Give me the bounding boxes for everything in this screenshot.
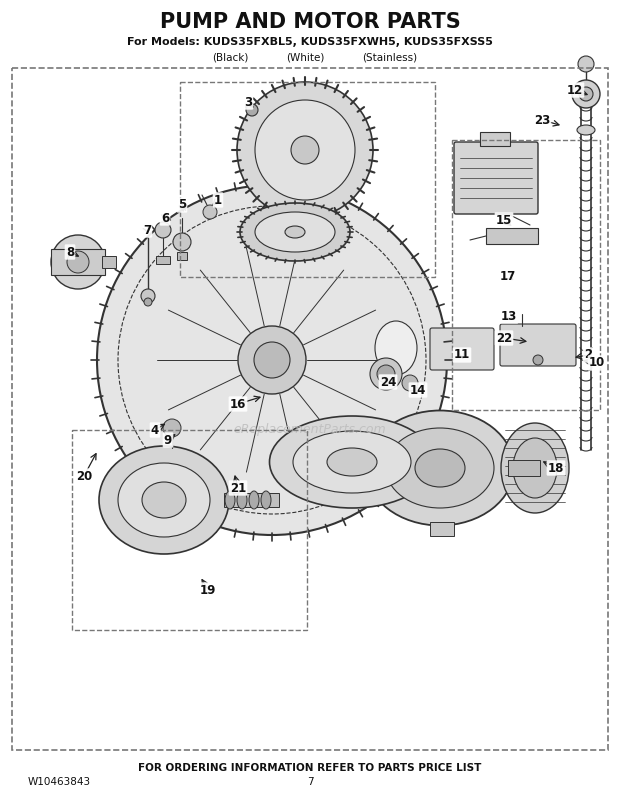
Bar bbox=[224, 493, 279, 507]
Circle shape bbox=[370, 358, 402, 390]
Ellipse shape bbox=[513, 438, 557, 498]
Ellipse shape bbox=[577, 125, 595, 135]
Text: 6: 6 bbox=[161, 212, 169, 225]
Bar bbox=[486, 228, 538, 244]
Circle shape bbox=[173, 233, 191, 251]
Bar bbox=[156, 256, 170, 264]
Ellipse shape bbox=[237, 491, 247, 509]
Ellipse shape bbox=[99, 446, 229, 554]
Bar bbox=[177, 252, 187, 260]
Text: 4: 4 bbox=[151, 423, 159, 436]
Ellipse shape bbox=[537, 335, 559, 345]
FancyBboxPatch shape bbox=[430, 328, 494, 370]
Text: 1: 1 bbox=[214, 193, 222, 206]
Circle shape bbox=[377, 365, 395, 383]
Circle shape bbox=[578, 56, 594, 72]
Circle shape bbox=[144, 298, 152, 306]
Circle shape bbox=[163, 419, 181, 437]
Circle shape bbox=[51, 235, 105, 289]
Circle shape bbox=[141, 289, 155, 303]
Text: 18: 18 bbox=[548, 461, 564, 475]
Text: 20: 20 bbox=[76, 469, 92, 483]
Bar bbox=[480, 132, 510, 146]
Ellipse shape bbox=[501, 423, 569, 513]
Text: 15: 15 bbox=[496, 213, 512, 226]
Circle shape bbox=[237, 82, 373, 218]
Ellipse shape bbox=[327, 448, 377, 476]
Ellipse shape bbox=[285, 226, 305, 238]
Text: 17: 17 bbox=[500, 269, 516, 282]
Bar bbox=[508, 460, 540, 476]
FancyBboxPatch shape bbox=[500, 324, 576, 366]
Circle shape bbox=[291, 136, 319, 164]
FancyBboxPatch shape bbox=[454, 142, 538, 214]
Bar bbox=[102, 256, 116, 268]
Text: 24: 24 bbox=[380, 375, 396, 388]
Ellipse shape bbox=[386, 428, 494, 508]
Text: (Black): (Black) bbox=[212, 52, 248, 62]
Text: 13: 13 bbox=[501, 310, 517, 322]
Circle shape bbox=[238, 326, 306, 394]
Text: 11: 11 bbox=[454, 349, 470, 362]
Ellipse shape bbox=[142, 482, 186, 518]
Text: eReplacementParts.com: eReplacementParts.com bbox=[234, 423, 386, 436]
Ellipse shape bbox=[261, 491, 271, 509]
Ellipse shape bbox=[270, 416, 435, 508]
Text: 22: 22 bbox=[496, 331, 512, 345]
Text: 10: 10 bbox=[589, 357, 605, 370]
Bar bbox=[51, 249, 105, 275]
Ellipse shape bbox=[366, 411, 514, 525]
Text: FOR ORDERING INFORMATION REFER TO PARTS PRICE LIST: FOR ORDERING INFORMATION REFER TO PARTS … bbox=[138, 763, 482, 773]
Ellipse shape bbox=[415, 449, 465, 487]
Text: 7: 7 bbox=[143, 224, 151, 237]
Ellipse shape bbox=[225, 491, 235, 509]
Text: 5: 5 bbox=[178, 199, 186, 212]
Text: 8: 8 bbox=[66, 245, 74, 258]
Text: 7: 7 bbox=[307, 777, 313, 787]
Circle shape bbox=[246, 104, 258, 116]
Circle shape bbox=[579, 87, 593, 101]
Ellipse shape bbox=[249, 491, 259, 509]
Circle shape bbox=[572, 80, 600, 108]
Ellipse shape bbox=[240, 203, 350, 261]
Circle shape bbox=[155, 222, 171, 238]
Ellipse shape bbox=[255, 212, 335, 252]
Text: 14: 14 bbox=[410, 383, 426, 396]
Circle shape bbox=[255, 100, 355, 200]
Text: W10463843: W10463843 bbox=[28, 777, 91, 787]
Circle shape bbox=[67, 251, 89, 273]
Text: 16: 16 bbox=[230, 398, 246, 411]
Text: 21: 21 bbox=[230, 481, 246, 495]
Text: 12: 12 bbox=[567, 83, 583, 96]
Circle shape bbox=[254, 342, 290, 378]
Text: 23: 23 bbox=[534, 114, 550, 127]
Text: For Models: KUDS35FXBL5, KUDS35FXWH5, KUDS35FXSS5: For Models: KUDS35FXBL5, KUDS35FXWH5, KU… bbox=[127, 37, 493, 47]
Circle shape bbox=[203, 205, 217, 219]
Text: (White): (White) bbox=[286, 52, 324, 62]
Ellipse shape bbox=[118, 463, 210, 537]
Circle shape bbox=[97, 185, 447, 535]
Text: 2: 2 bbox=[584, 349, 592, 362]
Text: 3: 3 bbox=[244, 95, 252, 108]
Text: 19: 19 bbox=[200, 584, 216, 597]
Ellipse shape bbox=[293, 431, 411, 493]
Bar bbox=[430, 522, 454, 536]
Circle shape bbox=[533, 355, 543, 365]
Ellipse shape bbox=[375, 321, 417, 375]
Text: PUMP AND MOTOR PARTS: PUMP AND MOTOR PARTS bbox=[159, 12, 461, 32]
Text: 9: 9 bbox=[164, 434, 172, 447]
Circle shape bbox=[402, 375, 418, 391]
Text: (Stainless): (Stainless) bbox=[363, 52, 417, 62]
